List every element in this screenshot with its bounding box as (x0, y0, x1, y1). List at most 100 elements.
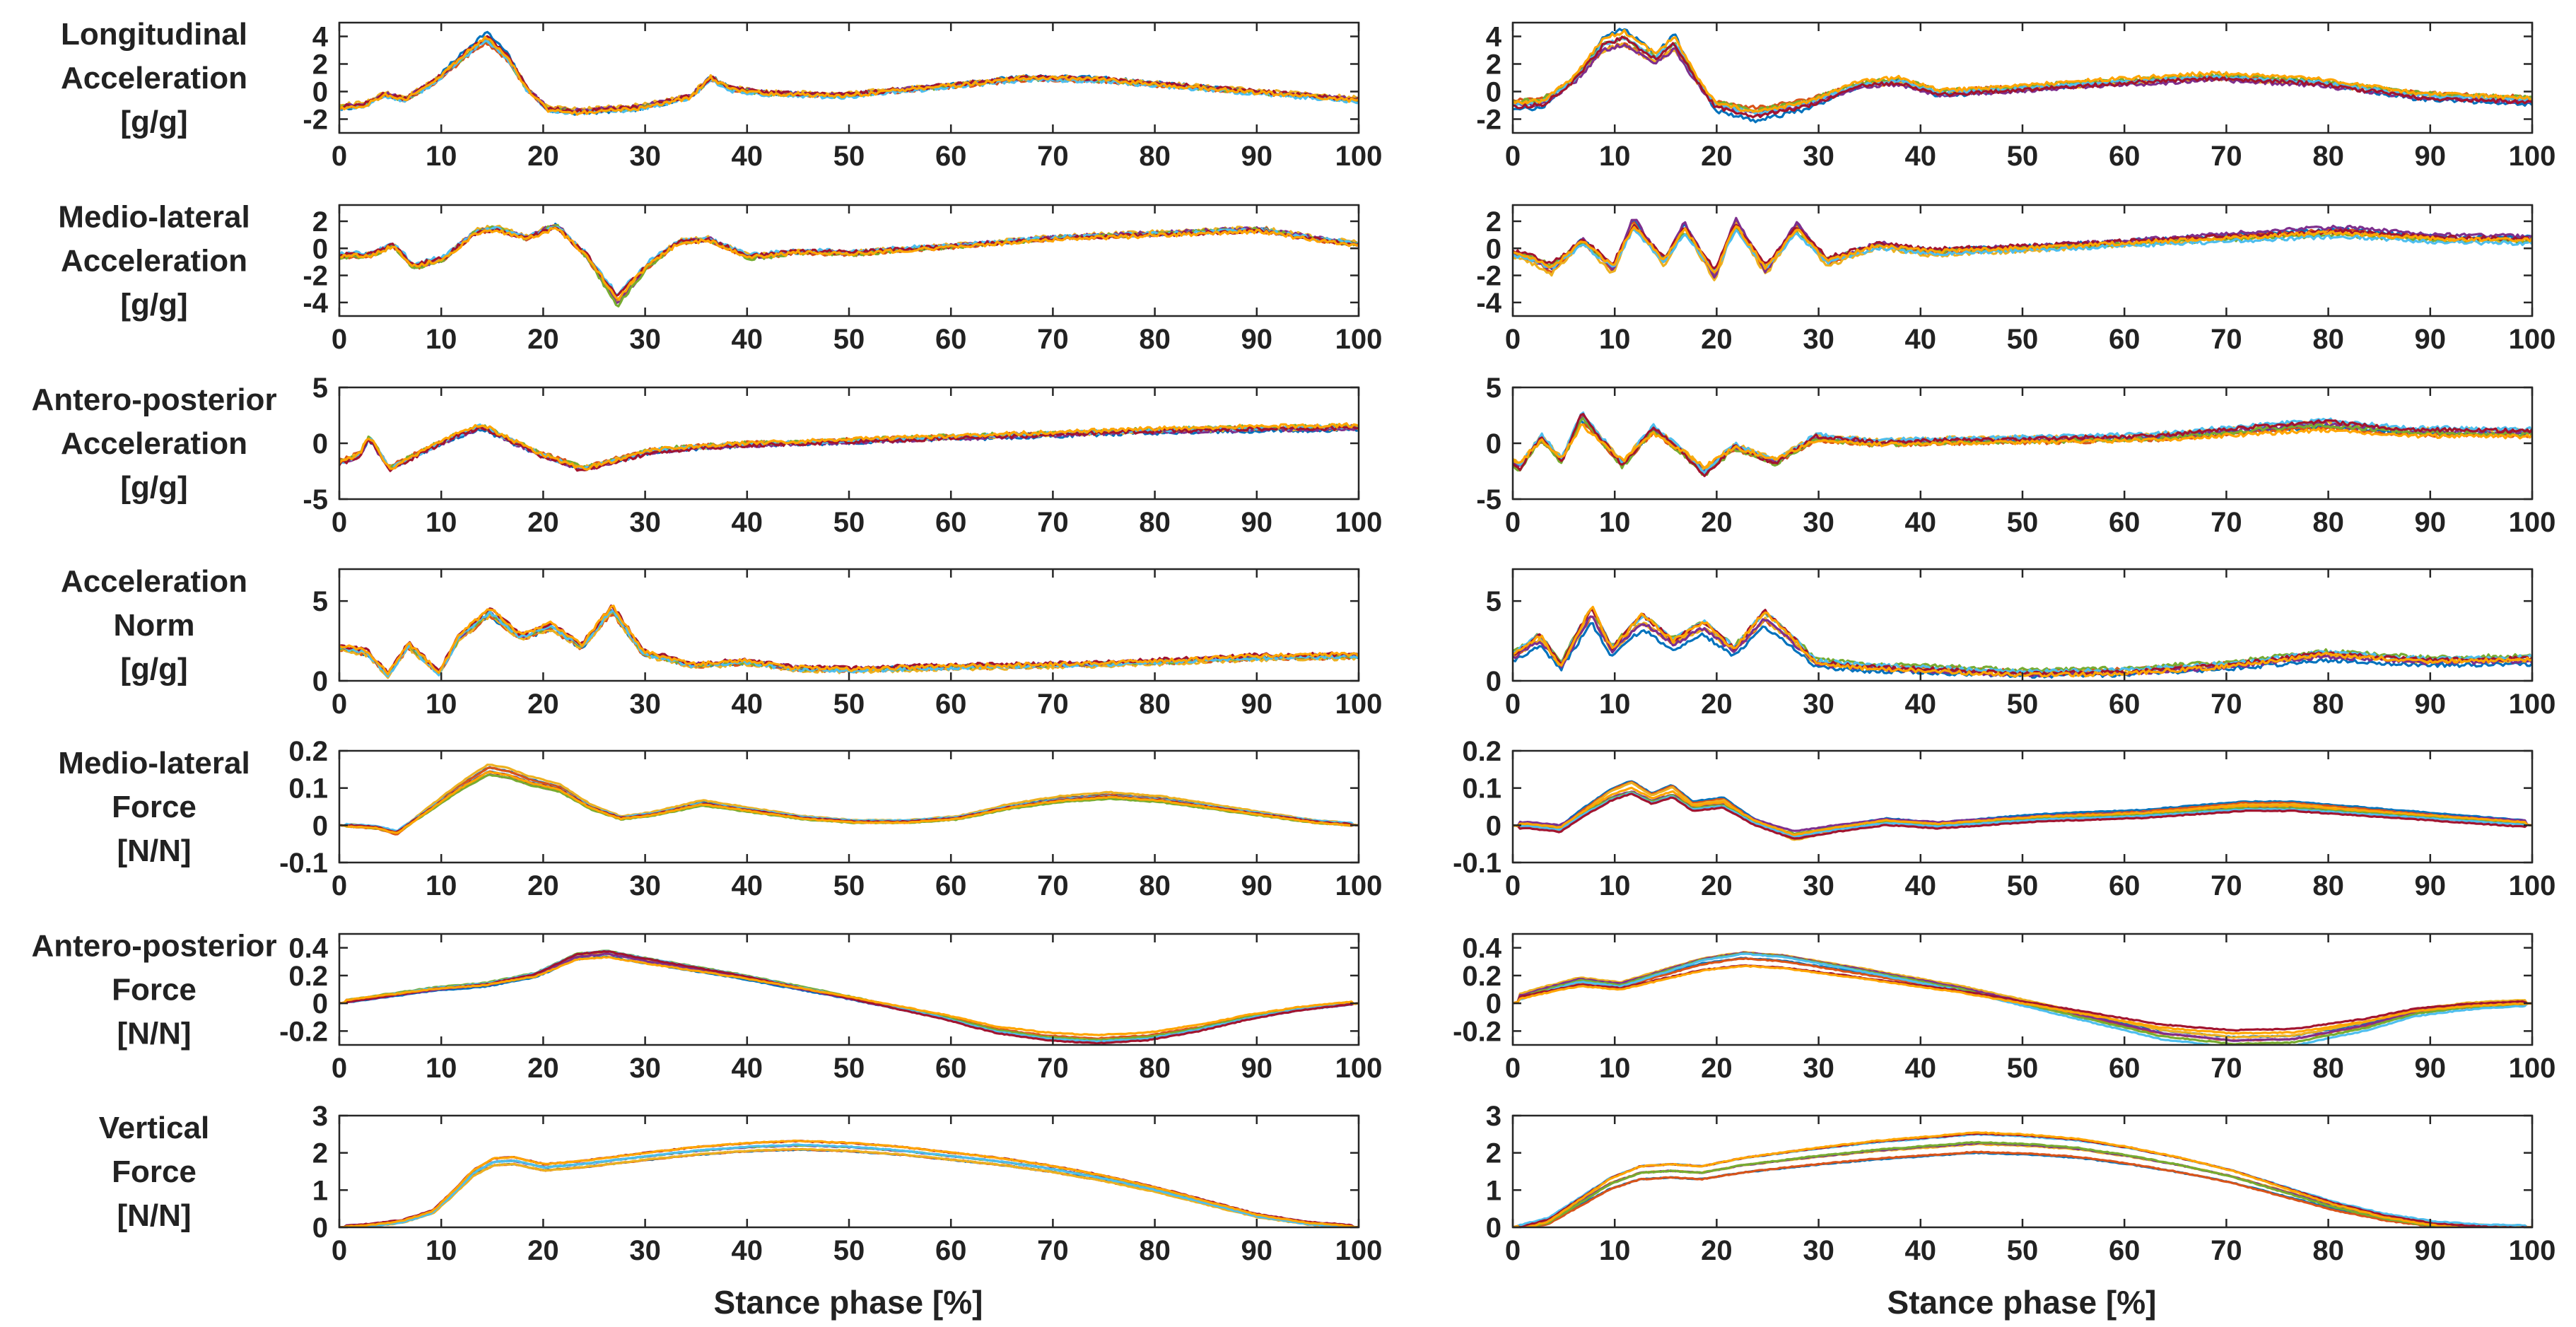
x-tick-label: 50 (2007, 1053, 2039, 1084)
y-tick-label: 2 (312, 206, 328, 238)
x-tick-label: 30 (1803, 1053, 1834, 1084)
y-tick-label: 0 (312, 810, 328, 841)
x-tick-label: 80 (1139, 870, 1171, 901)
row-label-line: [g/g] (120, 652, 187, 686)
x-tick-label: 30 (629, 1235, 661, 1266)
y-tick-label: 0 (1486, 233, 1501, 264)
y-tick-label: -2 (1476, 261, 1501, 292)
x-tick-label: 90 (1241, 870, 1273, 901)
x-tick-label: 20 (1701, 1235, 1733, 1266)
x-tick-label: 90 (2415, 1235, 2447, 1266)
x-tick-label: 20 (527, 1053, 559, 1084)
x-tick-label: 40 (1905, 507, 1937, 538)
x-tick-label: 70 (1037, 689, 1069, 720)
series-group (1513, 216, 2532, 281)
x-tick-label: 50 (833, 507, 865, 538)
x-tick-label: 10 (1599, 507, 1631, 538)
x-tick-label: 60 (2109, 689, 2141, 720)
y-tick-label: 0.2 (1462, 961, 1501, 992)
x-tick-label: 40 (732, 141, 763, 172)
y-tick-label: 0 (1486, 1212, 1501, 1244)
x-tick-label: 20 (1701, 870, 1733, 901)
series-line-5 (1513, 1140, 2532, 1227)
x-tick-label: 90 (2415, 1053, 2447, 1084)
series-group (1513, 28, 2532, 124)
y-tick-label: 2 (1486, 206, 1501, 238)
series-line-8 (1513, 29, 2532, 113)
x-tick-label: 90 (2415, 689, 2447, 720)
y-tick-label: 0.4 (1462, 933, 1501, 964)
y-tick-label: 0.1 (1462, 773, 1501, 805)
x-tick-label: 30 (1803, 689, 1834, 720)
x-tick-label: 80 (2312, 870, 2344, 901)
y-tick-label: 0 (312, 1212, 328, 1244)
x-tick-label: 90 (1241, 689, 1273, 720)
row-label-line: Acceleration (61, 426, 247, 461)
x-tick-label: 20 (527, 1235, 559, 1266)
series-line-8 (339, 771, 1359, 834)
row-label-line: [g/g] (120, 470, 187, 505)
x-tick-label: 30 (1803, 324, 1834, 355)
x-tick-label: 70 (2211, 324, 2242, 355)
x-tick-label: 80 (2312, 1053, 2344, 1084)
x-tick-label: 10 (1599, 1053, 1631, 1084)
x-tick-label: 60 (2109, 1235, 2141, 1266)
x-tick-label: 50 (833, 870, 865, 901)
x-tick-label: 0 (332, 507, 347, 538)
x-tick-label: 90 (1241, 141, 1273, 172)
panel-left-row-3: 0 10 20 30 40 50 60 70 80 90 100-505 (303, 373, 1382, 538)
y-tick-label: 2 (312, 49, 328, 81)
row-label-line: Acceleration (61, 61, 247, 95)
x-tick-label: 0 (332, 141, 347, 172)
series-line-7 (1513, 35, 2532, 119)
x-tick-label: 10 (1599, 870, 1631, 901)
x-tick-label: 0 (332, 870, 347, 901)
series-group (339, 223, 1359, 308)
x-tick-label: 100 (2509, 324, 2556, 355)
x-tick-label: 60 (2109, 870, 2141, 901)
y-tick-label: 0.2 (288, 961, 328, 992)
y-tick-label: -4 (1476, 288, 1501, 319)
series-line-8 (1513, 423, 2532, 469)
row-label-line: [N/N] (117, 1017, 191, 1051)
panel-right-row-5: 0 10 20 30 40 50 60 70 80 90 100-0.100.10.2 (1453, 736, 2555, 901)
x-tick-label: 60 (2109, 1053, 2141, 1084)
series-line-6 (339, 609, 1359, 678)
x-tick-label: 100 (1335, 324, 1383, 355)
row-label-line: Acceleration (61, 244, 247, 279)
series-line-8 (339, 604, 1359, 676)
row-label-line: [N/N] (117, 1198, 191, 1233)
x-tick-label: 80 (1139, 1053, 1171, 1084)
x-tick-label: 60 (2109, 141, 2141, 172)
x-tick-label: 0 (332, 689, 347, 720)
x-tick-label: 100 (1335, 870, 1383, 901)
panel-right-row-6: 0 10 20 30 40 50 60 70 80 90 100-0.200.20.4 (1453, 933, 2555, 1084)
row-label-line: Antero-posterior (31, 929, 276, 964)
row-label-line: [g/g] (120, 105, 187, 139)
x-tick-label: 90 (2415, 870, 2447, 901)
x-tick-label: 100 (1335, 1235, 1383, 1266)
x-tick-label: 90 (1241, 324, 1273, 355)
x-tick-label: 80 (2312, 324, 2344, 355)
x-tick-label: 70 (2211, 141, 2242, 172)
x-tick-label: 60 (935, 141, 967, 172)
series-line-8 (1513, 225, 2532, 274)
x-tick-label: 20 (1701, 141, 1733, 172)
x-tick-label: 90 (2415, 324, 2447, 355)
series-line-7 (1513, 413, 2532, 477)
x-tick-label: 30 (1803, 1235, 1834, 1266)
x-tick-label: 0 (1505, 870, 1521, 901)
y-tick-label: -0.2 (279, 1016, 328, 1047)
x-tick-label: 70 (1037, 1235, 1069, 1266)
x-tick-label: 0 (1505, 507, 1521, 538)
row-labels-layer: Longitudinal Acceleration [g/g] Medio-later… (31, 17, 276, 1233)
series-group (339, 422, 1359, 472)
series-group (1513, 411, 2532, 477)
series-line-2 (1513, 1150, 2532, 1227)
x-tick-label: 0 (332, 324, 347, 355)
x-tick-label: 0 (1505, 1235, 1521, 1266)
y-tick-label: 5 (1486, 586, 1501, 617)
